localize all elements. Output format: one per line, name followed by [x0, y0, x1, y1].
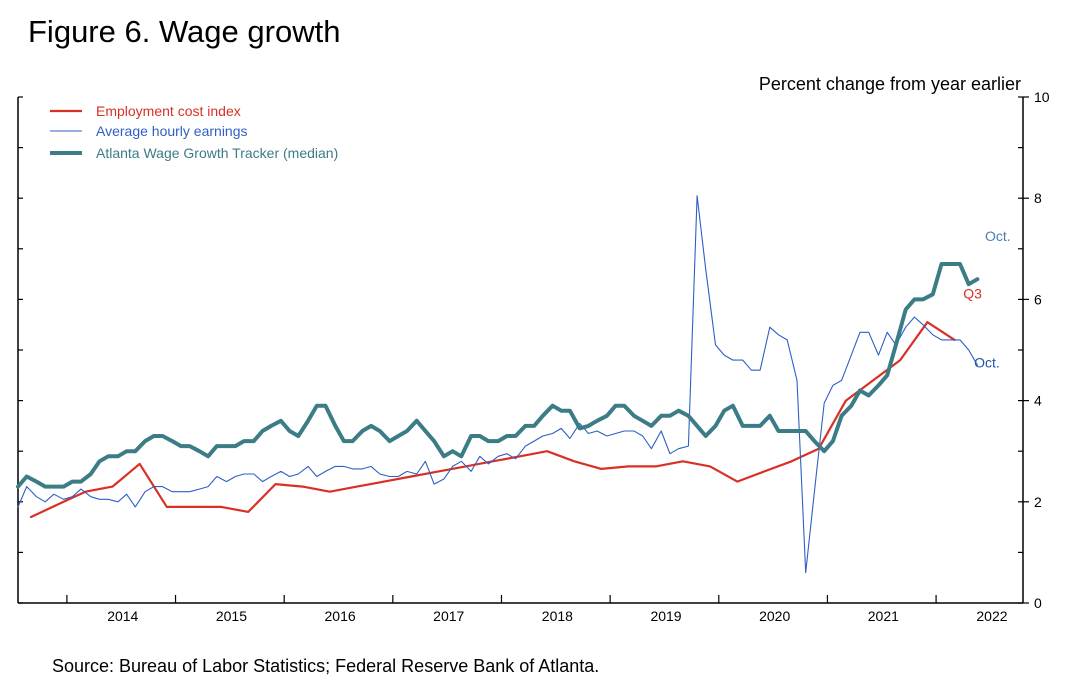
annotation-label-2: Oct. [974, 355, 1000, 371]
chart-axes: 0 2 4 6 8 10 2014 2015 2016 2017 2018 2019 2020 2021 2… [17, 74, 1050, 624]
x-tick-label: 2019 [650, 608, 681, 624]
annotation-label-1: Q3 [963, 285, 982, 301]
y-tick-label: 4 [1034, 393, 1042, 409]
y-tick-label: 0 [1034, 595, 1042, 611]
x-tick-label: 2022 [976, 608, 1007, 624]
y-tick-label: 8 [1034, 190, 1042, 206]
annotation-label-0: Oct. [985, 228, 1011, 244]
y-axis-title: Percent change from year earlier [759, 74, 1021, 94]
legend-label-1: Average hourly earnings [96, 123, 248, 139]
source-note: Source: Bureau of Labor Statistics; Fede… [52, 656, 600, 676]
y-tick-label: 10 [1034, 89, 1050, 105]
x-tick-label: 2017 [433, 608, 464, 624]
y-tick-label: 6 [1034, 291, 1042, 307]
legend-label-2: Atlanta Wage Growth Tracker (median) [96, 145, 338, 161]
chart-legend: Employment cost index Average hourly earn… [50, 103, 338, 161]
chart-series-group [16, 195, 980, 574]
series-line-1 [17, 195, 978, 574]
chart-end-labels: Oct. Q3 Oct. [963, 228, 1010, 371]
legend-label-0: Employment cost index [96, 103, 241, 119]
series-line-2 [16, 262, 980, 489]
x-tick-label: 2021 [868, 608, 899, 624]
x-tick-label: 2020 [759, 608, 790, 624]
x-tick-label: 2015 [216, 608, 247, 624]
x-tick-label: 2014 [107, 608, 138, 624]
x-tick-label: 2016 [325, 608, 356, 624]
series-line-0 [29, 321, 956, 519]
figure-title: Figure 6. Wage growth [28, 14, 341, 49]
x-tick-label: 2018 [542, 608, 573, 624]
y-tick-label: 2 [1034, 494, 1042, 510]
